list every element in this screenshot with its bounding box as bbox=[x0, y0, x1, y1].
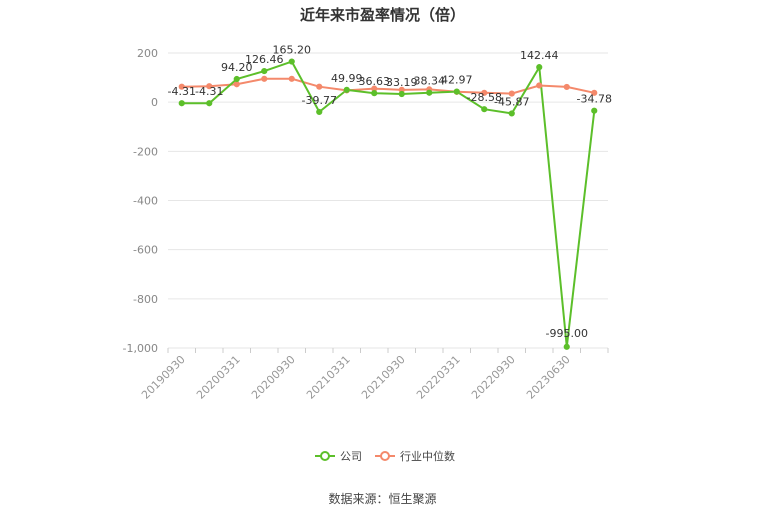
company-point bbox=[481, 106, 488, 113]
company-point bbox=[343, 86, 350, 93]
data-label: 36.63 bbox=[359, 75, 391, 88]
x-axis-ticks: 20190930 20200331 20200930 20210331 20210930… bbox=[139, 353, 573, 402]
data-label: 38.34 bbox=[414, 75, 446, 88]
industry-point bbox=[316, 83, 323, 90]
data-points bbox=[178, 58, 598, 350]
industry-point bbox=[591, 89, 598, 96]
company-point bbox=[206, 100, 213, 107]
data-label: 33.19 bbox=[386, 76, 418, 89]
legend-label: 公司 bbox=[340, 450, 362, 463]
data-label: -28.58 bbox=[467, 91, 502, 104]
company-point bbox=[288, 58, 295, 65]
industry-point bbox=[536, 82, 543, 89]
y-tick-label: -400 bbox=[133, 195, 158, 208]
data-label: 126.46 bbox=[245, 53, 284, 66]
company-point bbox=[453, 88, 460, 95]
y-tick-label: 200 bbox=[137, 47, 158, 60]
data-label: 42.97 bbox=[441, 74, 473, 87]
x-tick-label: 20200930 bbox=[249, 353, 298, 402]
x-tick-label: 20190930 bbox=[139, 353, 188, 402]
data-source: 数据来源：恒生聚源 bbox=[328, 492, 437, 506]
y-tick-label: -600 bbox=[133, 244, 158, 257]
y-tick-label: -800 bbox=[133, 293, 158, 306]
industry-point bbox=[563, 83, 570, 91]
data-label: 142.44 bbox=[520, 49, 559, 62]
industry-point bbox=[261, 75, 268, 82]
company-point bbox=[536, 64, 543, 71]
industry-point bbox=[508, 90, 515, 97]
company-point bbox=[371, 90, 378, 97]
data-label: 165.20 bbox=[273, 44, 312, 57]
y-axis-ticks: 200 0 -200 -400 -600 -800 -1,000 bbox=[123, 47, 158, 355]
company-point bbox=[563, 343, 570, 350]
x-tick-label: 20230630 bbox=[524, 353, 573, 402]
x-tick-label: 20220331 bbox=[414, 353, 463, 402]
company-point bbox=[591, 107, 598, 114]
company-point bbox=[426, 89, 433, 96]
company-point bbox=[178, 100, 185, 107]
x-tick-label: 20210930 bbox=[359, 353, 408, 402]
data-label: -995.00 bbox=[546, 327, 588, 340]
data-label: 49.99 bbox=[331, 72, 363, 85]
legend[interactable]: 公司 行业中位数 bbox=[315, 449, 455, 463]
data-label: -4.31 bbox=[195, 85, 223, 98]
legend-item-company[interactable]: 公司 bbox=[315, 450, 362, 463]
data-label: -39.77 bbox=[302, 94, 337, 107]
industry-point bbox=[178, 83, 185, 90]
series-lines bbox=[181, 60, 596, 347]
company-point bbox=[398, 90, 405, 98]
legend-marker bbox=[320, 451, 330, 461]
x-tick-label: 20220930 bbox=[469, 353, 518, 402]
industry-point bbox=[233, 81, 240, 88]
company-point bbox=[508, 110, 515, 117]
chart-title: 近年来市盈率情况（倍） bbox=[299, 6, 465, 24]
y-tick-label: 0 bbox=[151, 96, 158, 109]
data-label: -4.31 bbox=[168, 85, 196, 98]
legend-label: 行业中位数 bbox=[400, 449, 455, 463]
data-label: -34.78 bbox=[577, 93, 612, 106]
y-tick-label: -200 bbox=[133, 145, 158, 158]
legend-item-industry[interactable]: 行业中位数 bbox=[375, 449, 455, 463]
x-tick-label: 20210331 bbox=[304, 353, 353, 402]
company-line bbox=[181, 60, 596, 347]
industry-point bbox=[288, 75, 295, 82]
legend-marker bbox=[380, 451, 390, 461]
y-tick-label: -1,000 bbox=[123, 342, 158, 355]
company-point bbox=[316, 108, 323, 116]
industry-point bbox=[206, 83, 213, 90]
grid-lines bbox=[168, 52, 608, 349]
data-label: 94.20 bbox=[221, 61, 253, 74]
industry-point bbox=[481, 89, 488, 96]
data-label: -45.87 bbox=[494, 95, 529, 108]
x-tick-label: 20200331 bbox=[194, 353, 243, 402]
company-point bbox=[261, 67, 268, 75]
company-point bbox=[233, 75, 240, 83]
x-axis-tick-marks bbox=[167, 348, 609, 353]
